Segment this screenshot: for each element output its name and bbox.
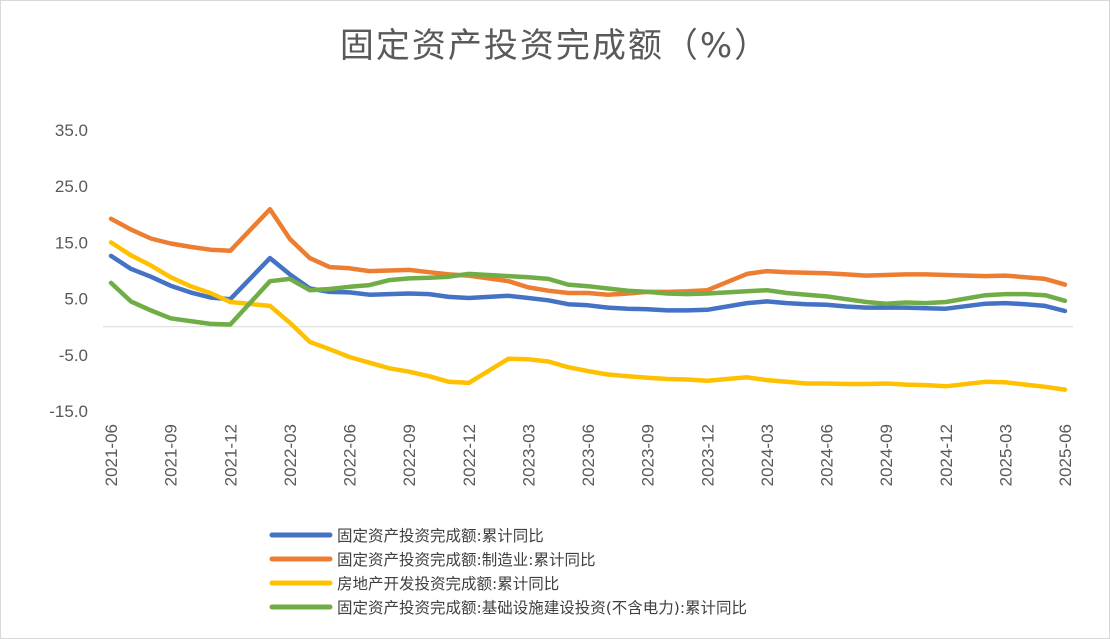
y-tick-label: -15.0 <box>49 402 88 421</box>
y-tick-label: 35.0 <box>55 121 88 140</box>
series-line-4 <box>108 271 1068 327</box>
series-line-2 <box>108 206 1068 297</box>
legend-label: 固定资产投资完成额:制造业:累计同比 <box>337 551 595 569</box>
x-tick-label: 2025-03 <box>996 424 1015 486</box>
x-tick-label: 2022-12 <box>460 424 479 486</box>
x-tick-label: 2023-12 <box>698 424 717 486</box>
legend-label: 房地产开发投资完成额:累计同比 <box>337 575 559 593</box>
x-tick-label: 2023-09 <box>639 424 658 486</box>
x-tick-label: 2022-06 <box>341 424 360 486</box>
y-axis-ticks: -15.0 -5.0 5.0 15.0 25.0 35.0 <box>49 121 88 421</box>
series-line-1 <box>108 253 1068 314</box>
series-layer <box>108 206 1068 392</box>
x-axis-ticks: 2021-06 2021-09 2021-12 2022-03 2022-06 2022-… <box>102 424 1075 486</box>
y-tick-label: -5.0 <box>59 346 88 365</box>
legend-label: 固定资产投资完成额:基础设施建设投资(不含电力):累计同比 <box>337 599 747 617</box>
y-tick-label: 15.0 <box>55 233 88 252</box>
y-tick-label: 5.0 <box>64 290 88 309</box>
legend: 固定资产投资完成额:累计同比固定资产投资完成额:制造业:累计同比房地产开发投资完… <box>269 527 747 617</box>
x-tick-label: 2022-03 <box>281 424 300 486</box>
x-tick-label: 2022-09 <box>400 424 419 486</box>
x-tick-label: 2021-09 <box>162 424 181 486</box>
legend-label: 固定资产投资完成额:累计同比 <box>337 527 544 545</box>
x-tick-label: 2023-03 <box>519 424 538 486</box>
x-tick-label: 2025-06 <box>1056 424 1075 486</box>
x-tick-label: 2024-03 <box>758 424 777 486</box>
x-tick-label: 2021-06 <box>102 424 121 486</box>
x-tick-label: 2023-06 <box>579 424 598 486</box>
series-line-3 <box>108 240 1068 392</box>
x-tick-label: 2021-12 <box>221 424 240 486</box>
x-tick-label: 2024-06 <box>818 424 837 486</box>
x-tick-label: 2024-12 <box>937 424 956 486</box>
chart-title: 固定资产投资完成额（%） <box>339 26 771 66</box>
y-tick-label: 25.0 <box>55 177 88 196</box>
x-tick-label: 2024-09 <box>877 424 896 486</box>
